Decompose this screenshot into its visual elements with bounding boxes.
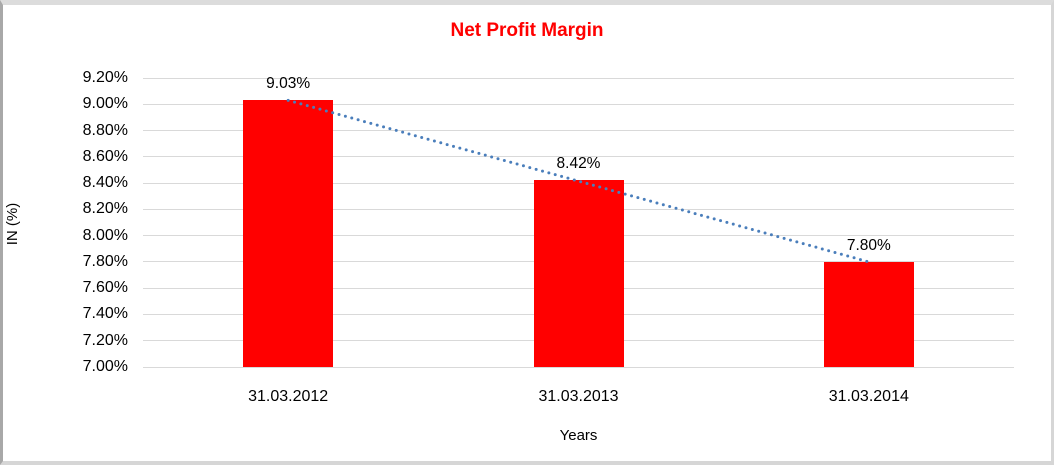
y-tick-label: 7.00%	[82, 358, 128, 375]
x-axis-title: Years	[559, 427, 598, 444]
x-category-label: 31.03.2014	[828, 388, 909, 405]
y-tick-label: 9.00%	[82, 95, 128, 113]
bar	[243, 100, 334, 367]
y-tick-label: 8.20%	[82, 200, 128, 218]
y-tick-label: 8.80%	[82, 121, 128, 139]
y-tick-label: 7.60%	[82, 279, 128, 297]
bar-value-label: 8.42%	[556, 155, 601, 173]
y-tick-label: 7.80%	[82, 252, 128, 270]
x-category-label: 31.03.2012	[248, 388, 329, 405]
y-tick-label: 7.40%	[82, 305, 128, 323]
y-tick-label: 8.60%	[82, 147, 128, 165]
y-tick-label: 8.40%	[82, 174, 128, 192]
bar	[533, 180, 624, 367]
chart-title: Net Profit Margin	[450, 20, 604, 41]
y-tick-label: 9.20%	[82, 69, 128, 86]
bar-value-label: 9.03%	[266, 75, 311, 93]
x-category-label: 31.03.2013	[538, 388, 619, 405]
y-tick-label: 8.00%	[82, 226, 128, 244]
y-tick-label: 7.20%	[82, 331, 128, 349]
gridline	[143, 77, 1014, 79]
gridline	[143, 366, 1014, 368]
bar-value-label: 7.80%	[846, 236, 891, 254]
bar	[823, 261, 914, 367]
